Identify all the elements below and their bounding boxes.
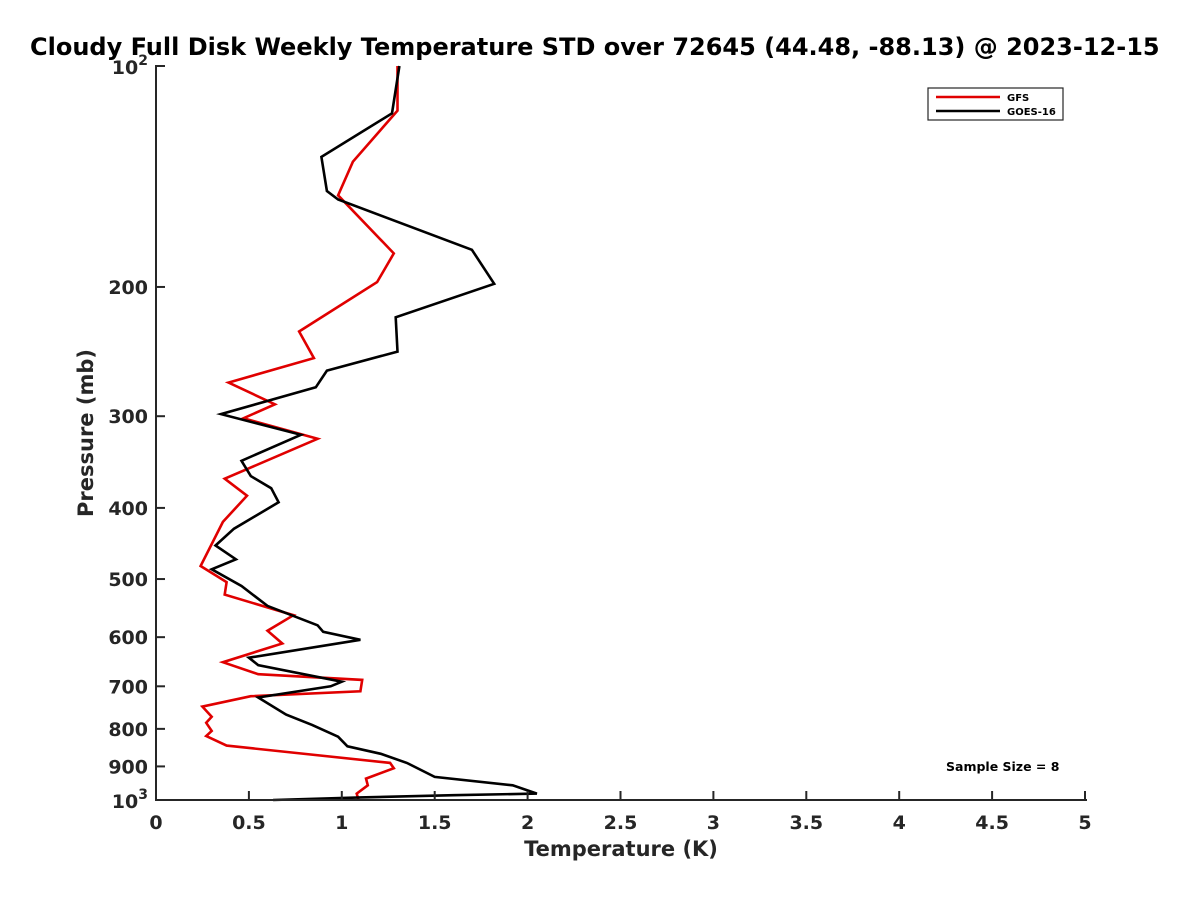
x-axis-ticks: 0 0.5 1 1.5 2 2.5 3 3.5 4 4.5 5 — [149, 791, 1092, 834]
legend: GFS GOES-16 — [927, 87, 1064, 121]
x-tick-label: 0 — [149, 812, 162, 834]
y-tick-label: 600 — [108, 627, 148, 649]
legend-box — [927, 87, 1064, 121]
series-line-gfs — [198, 66, 399, 801]
y-tick-label: 800 — [108, 719, 148, 741]
y-tick-label: 900 — [108, 756, 148, 778]
x-tick-label: 4 — [893, 812, 906, 834]
y-tick-label: 102 — [112, 53, 148, 79]
legend-label-gfs: GFS — [1007, 93, 1029, 104]
series-line-goes-16 — [208, 65, 538, 802]
y-tick-label: 103 — [112, 787, 148, 813]
x-tick-label: 2.5 — [604, 812, 638, 834]
y-axis-label: Pressure (mb) — [74, 349, 98, 517]
sample-size-annotation: Sample Size = 8 — [946, 759, 1059, 774]
y-tick-label: 700 — [108, 676, 148, 698]
plot-area — [198, 65, 538, 802]
y-tick-label: 200 — [108, 277, 148, 299]
legend-label-goes-16: GOES-16 — [1007, 107, 1056, 118]
y-axis-ticks: 102 200 300 400 500 600 700 800 900 103 — [108, 53, 165, 813]
x-tick-label: 1.5 — [418, 812, 452, 834]
x-tick-label: 4.5 — [975, 812, 1009, 834]
y-tick-label: 300 — [108, 406, 148, 428]
x-tick-label: 1 — [335, 812, 348, 834]
x-tick-label: 5 — [1078, 812, 1091, 834]
y-tick-label: 500 — [108, 569, 148, 591]
x-tick-label: 2 — [521, 812, 534, 834]
chart-title: Cloudy Full Disk Weekly Temperature STD … — [30, 33, 1160, 61]
x-tick-label: 3 — [707, 812, 720, 834]
x-axis-label: Temperature (K) — [524, 837, 718, 861]
x-tick-label: 0.5 — [232, 812, 266, 834]
x-tick-label: 3.5 — [789, 812, 823, 834]
y-tick-label: 400 — [108, 498, 148, 520]
